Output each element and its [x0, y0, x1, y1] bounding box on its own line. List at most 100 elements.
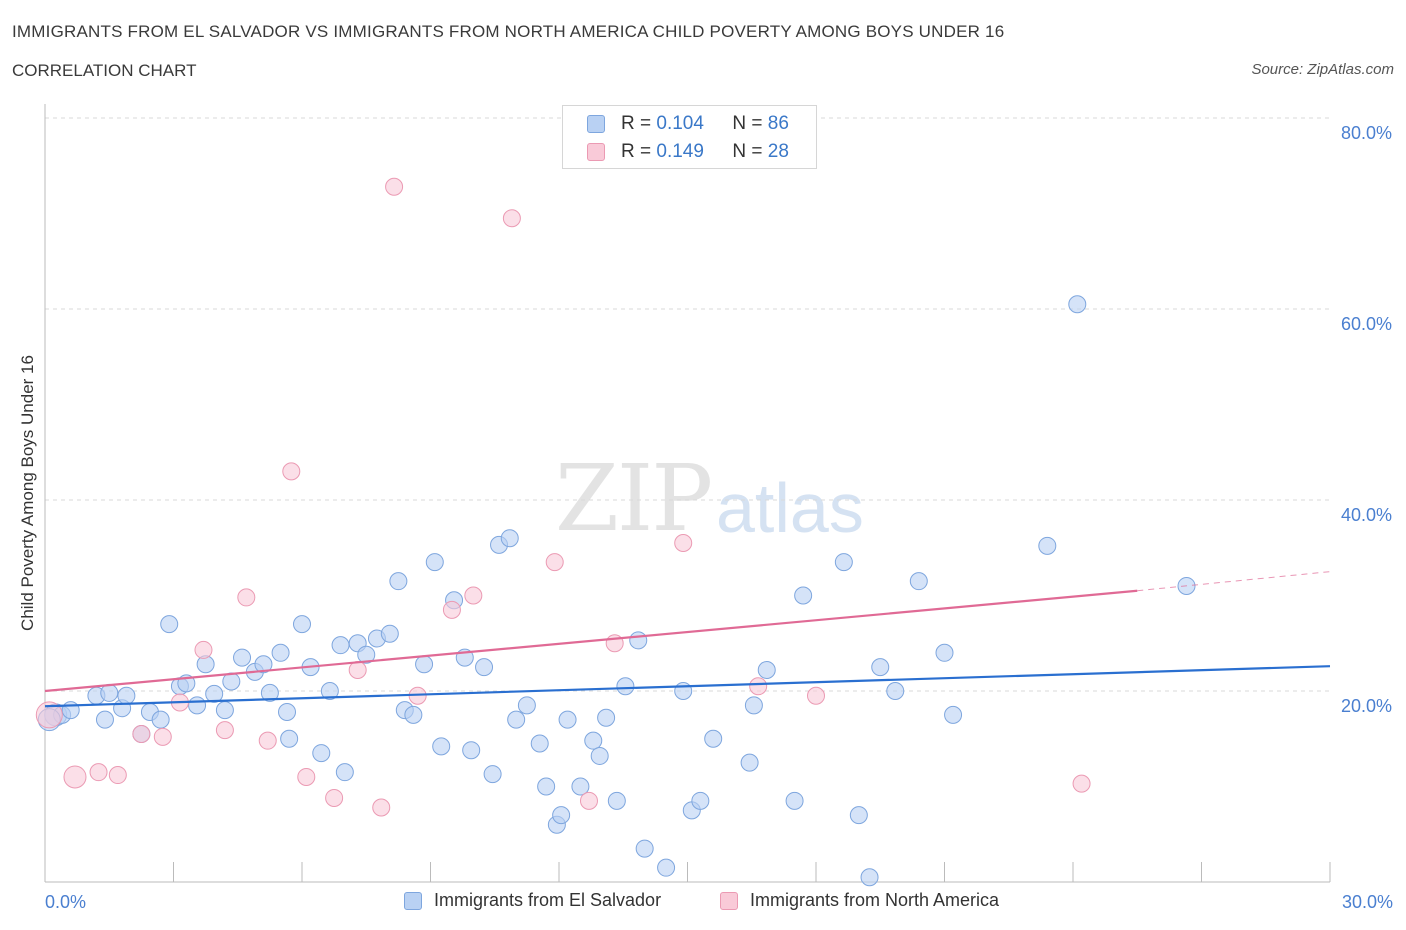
- el-salvador-point: [432, 737, 451, 756]
- el-salvador-point: [886, 682, 905, 700]
- y-axis-title: Child Poverty Among Boys Under 16: [18, 355, 37, 631]
- el-salvador-point: [233, 648, 252, 667]
- watermark-zip: ZIP: [555, 445, 713, 552]
- y-tick-label: 40.0%: [1341, 505, 1392, 525]
- watermark-atlas: atlas: [716, 469, 864, 547]
- el-salvador-point: [100, 683, 119, 702]
- el-salvador-point: [691, 791, 710, 810]
- el-salvador-point: [537, 777, 556, 796]
- north-america-point: [258, 731, 277, 750]
- north-america-point: [502, 209, 521, 228]
- legend-swatch-pink: [720, 891, 738, 910]
- el-salvador-point: [584, 731, 603, 750]
- y-tick-label: 60.0%: [1341, 314, 1392, 334]
- north-america-point: [749, 677, 768, 696]
- bottom-legend-label: Immigrants from El Salvador: [434, 890, 662, 910]
- north-america-point: [348, 660, 367, 679]
- el-salvador-point: [571, 777, 590, 796]
- y-tick-label: 20.0%: [1341, 696, 1392, 716]
- el-salvador-point: [757, 660, 776, 679]
- el-salvador-point: [944, 705, 963, 724]
- r-value: 0.149: [656, 141, 704, 162]
- el-salvador-point: [674, 682, 693, 700]
- el-salvador-point: [744, 696, 763, 715]
- el-salvador-point: [278, 703, 297, 722]
- el-salvador-point: [629, 631, 648, 650]
- north-america-point: [1072, 774, 1091, 793]
- north-america-point: [464, 586, 483, 605]
- north-america-trendline-extension: [1137, 571, 1331, 592]
- north-america-point: [282, 462, 301, 481]
- north-america-point: [807, 686, 825, 705]
- north-america-point: [442, 600, 461, 619]
- el-salvador-point: [475, 658, 494, 677]
- legend-swatch-blue: [404, 891, 422, 910]
- el-salvador-point: [151, 710, 170, 729]
- el-salvador-point: [849, 806, 868, 825]
- el-salvador-point: [740, 753, 759, 772]
- n-label: N =: [732, 141, 763, 162]
- el-salvador-point: [517, 696, 536, 715]
- r-label: R =: [621, 141, 652, 162]
- el-salvador-point: [635, 839, 654, 858]
- r-value: 0.104: [656, 113, 704, 134]
- north-america-point: [325, 788, 344, 807]
- bottom-legend-item-north-america: Immigrants from North America: [720, 890, 999, 911]
- north-america-point: [35, 701, 63, 729]
- el-salvador-point: [61, 701, 80, 720]
- el-salvador-point: [483, 765, 502, 784]
- el-salvador-point: [260, 683, 279, 702]
- el-salvador-point: [860, 868, 879, 887]
- el-salvador-point: [357, 645, 376, 664]
- north-america-point: [372, 798, 391, 817]
- el-salvador-point: [1068, 295, 1087, 314]
- el-salvador-point: [607, 791, 626, 810]
- el-salvador-point: [558, 710, 577, 729]
- el-salvador-point: [834, 553, 853, 572]
- r-label: R =: [621, 113, 652, 134]
- north-america-point: [237, 588, 256, 607]
- el-salvador-point: [160, 615, 179, 634]
- el-salvador-point: [935, 643, 954, 662]
- north-america-point: [579, 791, 598, 810]
- el-salvador-point: [462, 741, 481, 760]
- chart-subtitle: CORRELATION CHART: [12, 61, 197, 80]
- el-salvador-point: [909, 572, 928, 591]
- el-salvador-point: [500, 529, 519, 548]
- el-salvador-point: [530, 734, 549, 753]
- el-salvador-point: [380, 624, 399, 643]
- el-salvador-point: [293, 615, 311, 634]
- el-salvador-point: [404, 705, 423, 724]
- n-value: 86: [767, 113, 789, 134]
- stats-legend-row-blue: R = 0.104 N = 86: [587, 112, 789, 136]
- el-salvador-point: [95, 710, 114, 729]
- el-salvador-point: [415, 655, 434, 674]
- north-america-trendline: [44, 589, 1138, 693]
- y-tick-label: 80.0%: [1341, 123, 1392, 143]
- el-salvador-point: [1038, 536, 1057, 555]
- north-america-point: [153, 727, 172, 746]
- el-salvador-point: [590, 746, 609, 765]
- north-america-point: [132, 724, 151, 743]
- el-salvador-point: [794, 586, 813, 605]
- chart-title: IMMIGRANTS FROM EL SALVADOR VS IMMIGRANT…: [12, 22, 1005, 41]
- el-salvador-point: [331, 636, 350, 655]
- el-salvador-trendline: [44, 665, 1331, 708]
- el-salvador-point: [597, 708, 616, 727]
- stats-legend: R = 0.104 N = 86 R = 0.149 N = 28: [562, 105, 817, 169]
- bottom-legend-item-el-salvador: Immigrants from El Salvador: [404, 890, 661, 911]
- el-salvador-point: [425, 553, 444, 572]
- el-salvador-point: [205, 684, 224, 703]
- source-label: Source: ZipAtlas.com: [1251, 61, 1394, 78]
- legend-swatch-pink: [587, 143, 605, 161]
- north-america-point: [674, 533, 693, 552]
- el-salvador-point: [389, 572, 408, 591]
- legend-swatch-blue: [587, 115, 605, 133]
- north-america-point: [545, 553, 564, 572]
- bottom-legend-label: Immigrants from North America: [750, 890, 1000, 910]
- el-salvador-point: [616, 677, 635, 696]
- el-salvador-point: [335, 763, 354, 782]
- north-america-point: [108, 766, 127, 785]
- el-salvador-point: [785, 791, 804, 810]
